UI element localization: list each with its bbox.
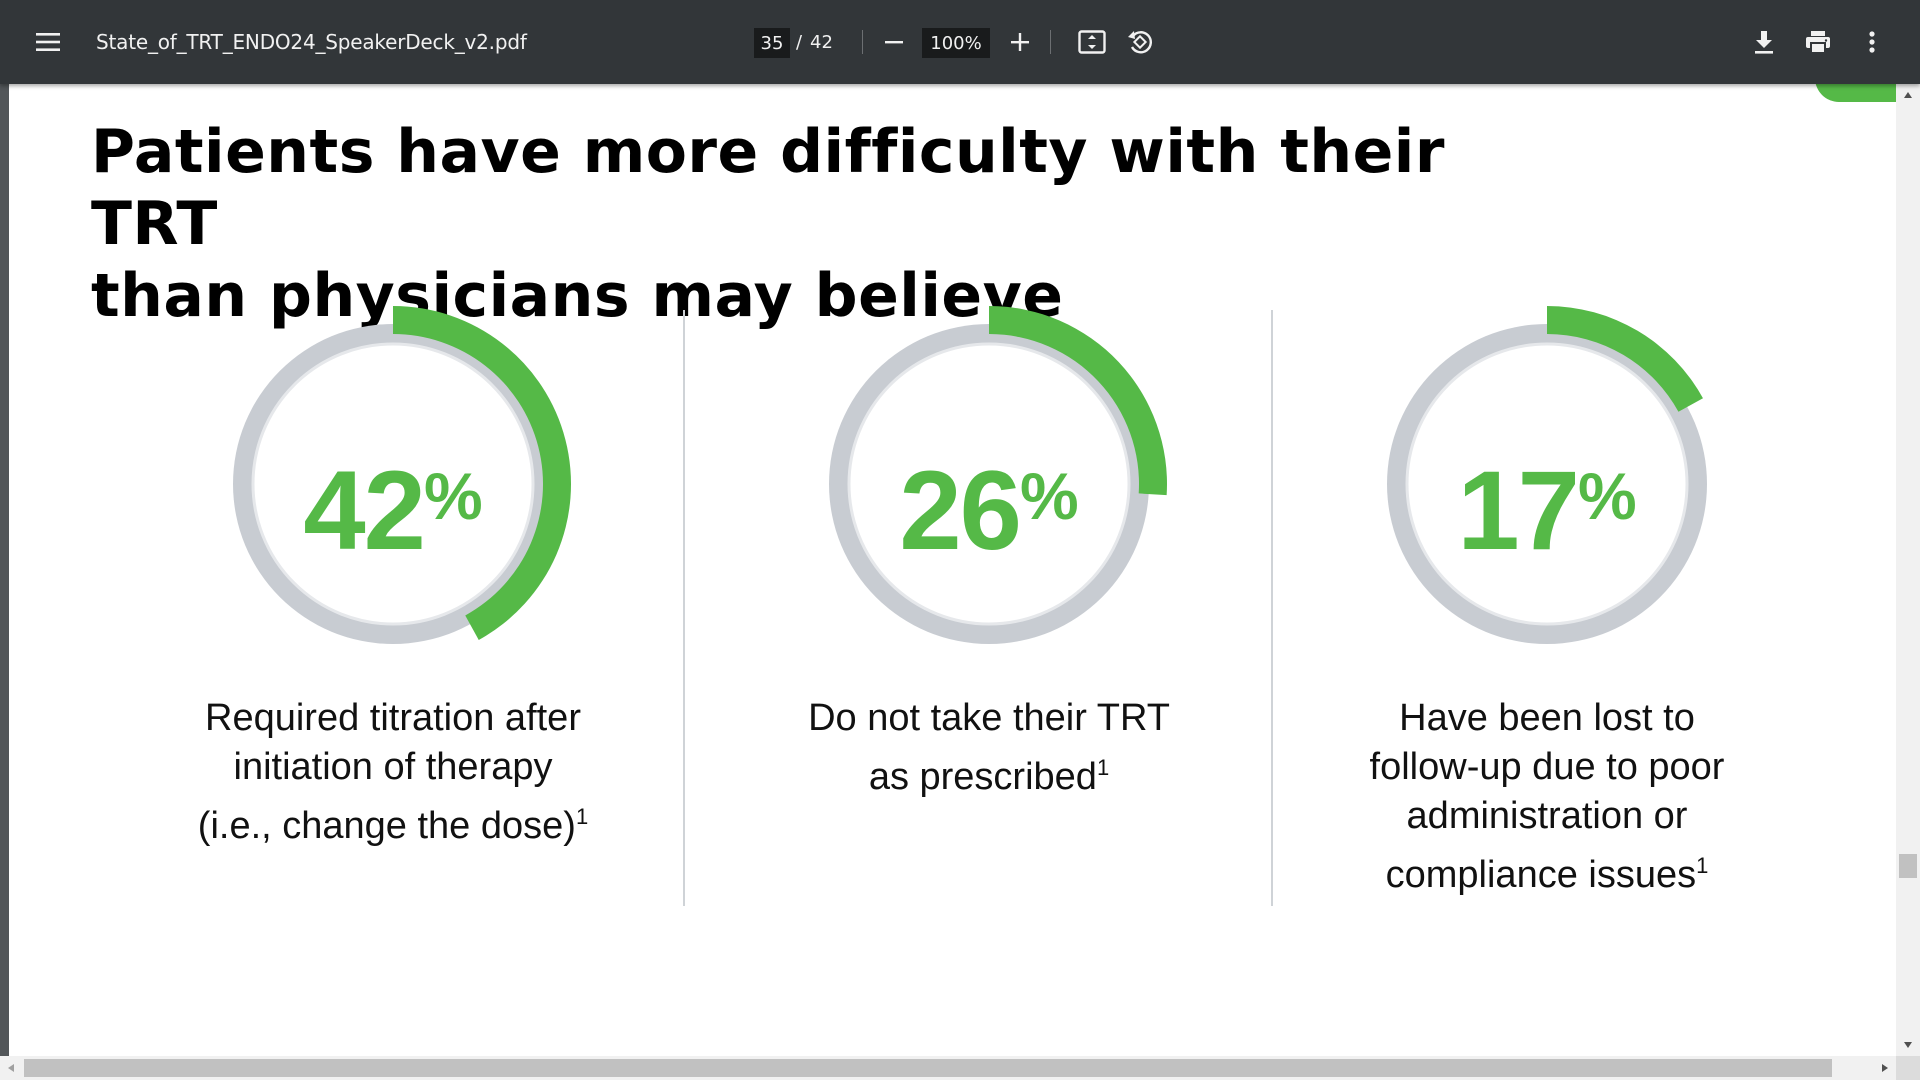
caption-text: compliance issues [1385, 854, 1697, 896]
minus-icon [885, 41, 903, 44]
horizontal-scroll-thumb[interactable] [24, 1059, 1832, 1077]
progress-ring [829, 306, 1167, 644]
caption-line: as prescribed1 [689, 743, 1289, 802]
stat-number: 42 [303, 448, 426, 573]
stat-value: 17% [1247, 436, 1847, 571]
pdf-page: Patients have more difficulty with their… [9, 84, 1896, 1056]
rotate-button[interactable] [1120, 22, 1160, 62]
zoom-out-button[interactable] [874, 22, 914, 62]
page-number-input[interactable] [754, 28, 790, 58]
column-divider [683, 310, 685, 906]
zoom-in-button[interactable] [1000, 22, 1040, 62]
caption-line: Do not take their TRT [808, 697, 1170, 739]
pdf-toolbar: State_of_TRT_ENDO24_SpeakerDeck_v2.pdf /… [0, 0, 1920, 84]
stat-caption: Do not take their TRT as prescribed1 [689, 694, 1289, 802]
pdf-viewer[interactable]: Patients have more difficulty with their… [0, 84, 1896, 1056]
column-divider [1271, 310, 1273, 906]
stat-value: 26% [689, 436, 1289, 571]
page-separator: / [796, 32, 803, 53]
progress-ring [233, 306, 571, 644]
caption-line: compliance issues1 [1247, 841, 1847, 900]
more-options-button[interactable] [1852, 22, 1892, 62]
ring-progress-arc [1547, 306, 1703, 412]
slide-title: Patients have more difficulty with their… [91, 116, 1591, 332]
caption-line: Have been lost to [1399, 697, 1695, 739]
more-vertical-icon [1869, 31, 1875, 53]
caption-line: administration or [1406, 795, 1688, 837]
ring-inner [1405, 342, 1689, 626]
scroll-right-arrow-icon[interactable] [1874, 1056, 1896, 1080]
stat-unit: % [1019, 459, 1079, 533]
caption-line: initiation of therapy [233, 746, 553, 788]
caption-line: (i.e., change the dose)1 [93, 792, 693, 851]
stat-card: 26% Do not take their TRT as prescribed1 [689, 294, 1289, 994]
stat-value: 42% [93, 436, 693, 571]
stat-card: 17% Have been lost to follow-up due to p… [1247, 294, 1847, 994]
ring-inner [251, 342, 535, 626]
scrollbar-corner [1896, 1056, 1920, 1080]
ring-progress-arc [393, 306, 571, 640]
rotate-counterclockwise-icon [1128, 31, 1152, 54]
total-pages: 42 [810, 32, 833, 53]
plus-icon [1011, 33, 1029, 51]
hamburger-menu-icon[interactable] [28, 22, 68, 62]
ring-inner [847, 342, 1131, 626]
download-button[interactable] [1744, 22, 1784, 62]
print-button[interactable] [1798, 22, 1838, 62]
horizontal-scrollbar[interactable] [0, 1056, 1896, 1080]
caption-line: Required titration after [205, 697, 581, 739]
scroll-down-arrow-icon[interactable] [1896, 1034, 1920, 1056]
slide-title-line: than physicians may believe [91, 261, 1064, 331]
slide-title-line: Patients have more difficulty with their… [91, 117, 1445, 259]
vertical-scroll-thumb[interactable] [1899, 854, 1917, 878]
fit-to-page-button[interactable] [1072, 22, 1112, 62]
download-icon [1755, 31, 1773, 54]
footnote-marker: 1 [575, 804, 589, 829]
stat-number: 26 [899, 448, 1022, 573]
stat-unit: % [1577, 459, 1637, 533]
progress-ring [1387, 306, 1707, 644]
scroll-up-arrow-icon[interactable] [1896, 84, 1920, 106]
caption-text: (i.e., change the dose) [197, 805, 576, 847]
print-icon [1806, 31, 1830, 54]
stat-card: 42% Required titration after initiation … [93, 294, 693, 994]
toolbar-divider [862, 30, 863, 54]
caption-text: as prescribed [868, 756, 1097, 798]
stat-caption: Have been lost to follow-up due to poor … [1247, 694, 1847, 900]
file-name: State_of_TRT_ENDO24_SpeakerDeck_v2.pdf [96, 30, 527, 54]
footnote-marker: 1 [1696, 853, 1709, 878]
caption-line: follow-up due to poor [1369, 746, 1725, 788]
fit-to-page-icon [1078, 30, 1106, 54]
scroll-left-arrow-icon[interactable] [0, 1056, 22, 1080]
stat-caption: Required titration after initiation of t… [93, 694, 693, 851]
zoom-level-input[interactable] [922, 28, 990, 58]
stat-unit: % [423, 459, 483, 533]
ring-progress-arc [989, 306, 1167, 496]
slide-corner-tab [1815, 84, 1896, 102]
stat-number: 17 [1457, 448, 1580, 573]
footnote-marker: 1 [1096, 755, 1110, 780]
vertical-scrollbar[interactable] [1896, 84, 1920, 1056]
toolbar-divider [1050, 30, 1051, 54]
